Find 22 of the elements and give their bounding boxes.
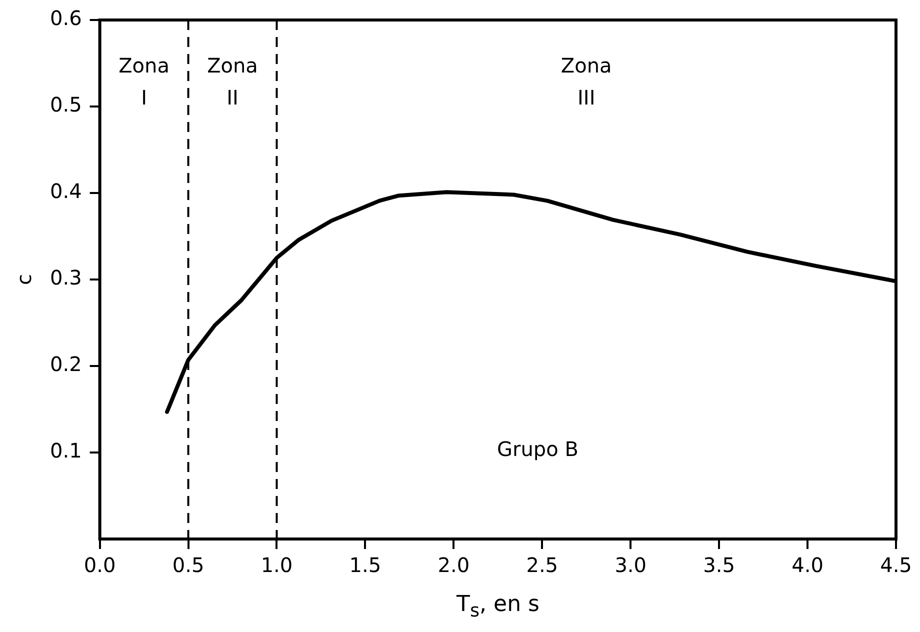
annotation: Grupo B (497, 436, 578, 461)
y-tick-label: 0.2 (50, 352, 82, 376)
annotation: Zona I (118, 53, 170, 110)
x-axis-title: T$_{s}$, en s (456, 592, 540, 622)
x-tick-label: 2.5 (526, 553, 558, 578)
x-tick-label: 0.5 (172, 553, 204, 578)
x-tick-label: 2.0 (438, 553, 470, 578)
y-axis-title: c (12, 274, 36, 285)
x-tick-label: 4.5 (880, 553, 912, 578)
x-tick-label: 3.5 (703, 553, 735, 578)
y-tick-label: 0.1 (50, 438, 82, 463)
y-tick-label: 0.6 (50, 6, 82, 30)
x-tick-label: 1.0 (260, 553, 293, 578)
x-tick-label: 1.5 (349, 553, 382, 578)
y-tick-label: 0.4 (50, 179, 82, 204)
y-tick-label: 0.5 (50, 92, 82, 117)
x-tick-label: 4.0 (792, 553, 824, 578)
x-tick-label: 3.0 (614, 553, 647, 578)
x-tick-label: 0.0 (84, 553, 116, 578)
annotation: Zona III (560, 53, 612, 110)
y-tick-label: 0.3 (50, 266, 82, 290)
annotation: Zona II (207, 53, 258, 110)
